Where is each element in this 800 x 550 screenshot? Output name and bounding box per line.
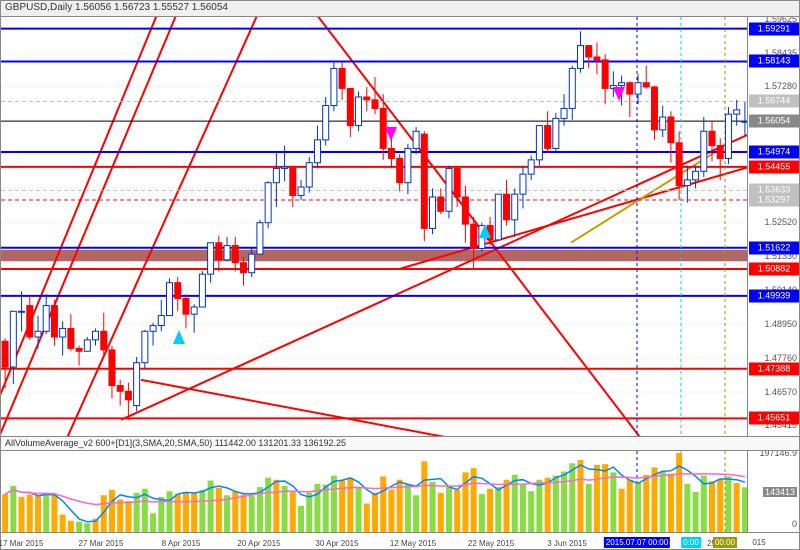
price-y-axis: 1.454151.465701.477601.489501.501401.513… xyxy=(747,17,799,436)
volume-plot xyxy=(1,451,749,533)
signal-arrow-down xyxy=(613,87,625,101)
price-level-label: 1.51622 xyxy=(749,241,799,254)
price-level-label: 1.45651 xyxy=(749,412,799,425)
x-axis-label: 27 Mar 2015 xyxy=(79,539,124,548)
chart-title: GBPUSD,Daily 1.56056 1.56723 1.55527 1.5… xyxy=(5,2,228,13)
x-axis-label: 12 May 2015 xyxy=(390,539,436,548)
indicator-header: AllVolumeAverage_v2 600+[D1](3,SMA,20,SM… xyxy=(1,437,799,451)
price-level-label: 1.54974 xyxy=(749,146,799,159)
price-level-label: 1.59291 xyxy=(749,22,799,35)
price-level-label: 1.50882 xyxy=(749,262,799,275)
price-level-label: 1.54455 xyxy=(749,160,799,173)
x-axis-label: 3 Jun 2015 xyxy=(547,539,587,548)
x-axis-label: 30 Apr 2015 xyxy=(315,539,358,548)
price-level-label: 1.47388 xyxy=(749,362,799,375)
price-level-label: 1.56744 xyxy=(749,95,799,108)
volume-chart[interactable]: 197146.91434130 xyxy=(1,451,799,533)
price-plot xyxy=(1,17,749,437)
date-marker: 015 xyxy=(750,537,767,548)
date-marker: 2015.07.07 00:00 xyxy=(604,537,670,548)
price-chart[interactable]: 1.454151.465701.477601.489501.501401.513… xyxy=(1,17,799,437)
price-level-label: 1.56054 xyxy=(749,115,799,128)
price-level-label: 1.49939 xyxy=(749,289,799,302)
x-axis-label: 20 Apr 2015 xyxy=(237,539,280,548)
signal-arrow-down xyxy=(385,127,397,141)
x-axis-label: 17 Mar 2015 xyxy=(0,539,43,548)
date-marker: 0:00 xyxy=(681,537,701,548)
chart-container: GBPUSD,Daily 1.56056 1.56723 1.55527 1.5… xyxy=(0,0,800,550)
price-level-label: 1.53297 xyxy=(749,193,799,206)
signal-arrow-up xyxy=(479,224,491,238)
signal-arrow-up xyxy=(173,330,185,344)
chart-header: GBPUSD,Daily 1.56056 1.56723 1.55527 1.5… xyxy=(1,1,799,17)
x-axis-label: 8 Apr 2015 xyxy=(162,539,201,548)
volume-y-axis: 197146.91434130 xyxy=(747,451,799,532)
price-level-label: 1.58143 xyxy=(749,55,799,68)
x-axis-label: 22 May 2015 xyxy=(468,539,514,548)
indicator-title: AllVolumeAverage_v2 600+[D1](3,SMA,20,SM… xyxy=(5,438,346,448)
date-marker: 00:00 xyxy=(713,537,737,548)
x-axis: 17 Mar 2015 27 Mar 2015 8 Apr 2015 20 Apr 2… xyxy=(1,533,799,549)
